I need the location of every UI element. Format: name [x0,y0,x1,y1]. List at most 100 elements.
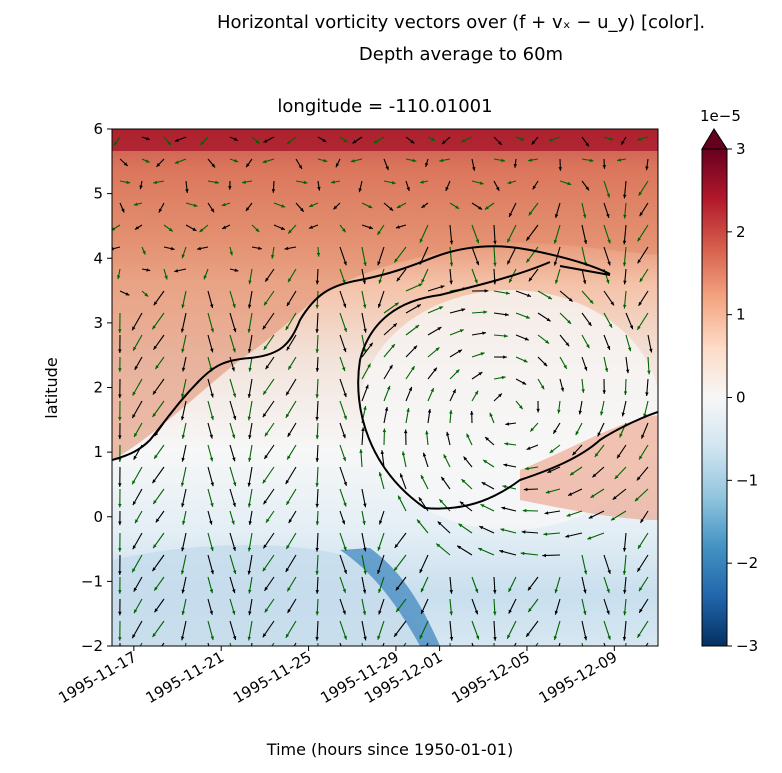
vector-arrowhead [386,385,391,390]
vector-arrowhead [286,346,291,351]
vector-arrowhead [479,526,484,530]
vector-arrowhead [394,258,398,263]
vector-arrowhead [540,385,545,390]
vector-arrowhead [153,500,157,505]
x-axis-label: Time (hours since 1950-01-01) [266,740,513,759]
vector-arrowhead [483,310,488,314]
vector-arrowhead [303,180,308,185]
vector-arrowhead [474,610,478,615]
vector-arrowhead [232,303,236,308]
vector-arrowhead [482,331,487,335]
vector-arrowhead [342,610,346,615]
vector-arrowhead [594,452,599,457]
vector-arrowhead [315,658,318,662]
vector-arrowhead [215,180,219,185]
vector-arrowhead [524,337,529,341]
vector-arrowhead [638,301,642,306]
colorbar-tick-label: 0 [736,389,746,407]
vector-arrowhead [210,328,214,333]
vector-arrowhead [403,429,408,434]
vector-arrowhead [475,261,480,266]
vector-arrowhead [315,637,319,641]
vector-arrowhead [583,611,587,615]
vector-arrowhead [342,434,346,439]
vector-arrowhead [590,494,595,498]
vector-arrowhead [358,188,362,193]
vector-arrowhead [181,589,185,594]
vector-arrowhead [363,503,367,508]
vector-arrowhead [247,636,252,641]
vector-arrowhead [359,449,363,453]
vector-arrowhead [437,521,442,526]
vector-arrowhead [637,544,642,549]
vector-arrowhead [232,415,237,420]
vector-arrowhead [617,454,621,459]
vector-arrowhead [509,278,513,283]
vector-arrowhead [181,348,185,353]
vector-arrowhead [342,457,346,462]
vector-arrowhead [606,193,610,198]
vector-arrowhead [459,329,464,333]
vector-arrowhead [607,569,611,574]
vector-arrowhead [421,609,425,614]
vector-arrowhead [554,214,559,218]
vector-arrowhead [270,254,275,259]
vector-arrowhead [422,452,427,457]
vector-arrowhead [377,303,382,308]
vector-arrowhead [135,519,139,524]
vector-arrowhead [418,497,423,502]
vector-arrowhead [399,473,404,478]
vector-arrowhead [247,503,252,508]
vector-arrowhead [622,262,627,267]
vector-arrowhead [380,450,385,455]
vector-arrowhead [582,214,587,219]
vector-arrowhead [192,227,197,231]
vector-arrowhead [174,138,179,142]
vector-arrowhead [118,503,122,508]
vector-arrowhead [505,422,510,426]
colorbar-tick-label: −2 [736,554,758,572]
vector-arrowhead [343,327,347,332]
vector-arrowhead [587,322,592,326]
vector-arrowhead [232,635,237,640]
vector-arrowhead [152,633,157,638]
vector-arrowhead [362,589,367,594]
vector-arrowhead [430,388,434,393]
vector-arrowhead [209,589,214,594]
vector-arrowhead [637,567,641,572]
vector-arrowhead [330,180,335,184]
vector-arrowhead [597,432,601,437]
vector-arrowhead [567,320,572,324]
vector-arrowhead [362,520,366,525]
vector-arrowhead [133,609,138,614]
vector-arrowhead [287,587,291,592]
vector-arrowhead [362,280,366,285]
vector-arrowhead [144,292,149,297]
vector-arrowhead [543,532,548,536]
vector-arrowhead [323,158,328,163]
vector-arrowhead [154,608,159,613]
vector-arrowhead [145,159,150,163]
vector-arrowhead [623,214,627,219]
vector-arrowhead [263,390,267,395]
vector-arrowhead [379,520,383,525]
vector-arrowhead [181,658,184,662]
vector-arrowhead [527,586,532,591]
vector-arrowhead [526,236,530,241]
vector-arrowhead [575,431,579,436]
vector-arrowhead [126,180,131,184]
vector-arrowhead [180,636,185,641]
vector-arrowhead [134,433,138,438]
vector-arrowhead [181,254,185,259]
vector-arrowhead [262,325,267,330]
vector-arrowhead [421,279,425,284]
vector-arrowhead [152,413,157,418]
vector-arrowhead [585,186,590,191]
vector-arrowhead [493,590,497,594]
vector-arrowhead [112,227,116,231]
vector-arrowhead [503,355,507,359]
vector-arrowhead [180,570,185,575]
vector-arrowhead [377,635,381,640]
vector-arrowhead [343,569,347,574]
vector-arrowhead [315,458,320,462]
